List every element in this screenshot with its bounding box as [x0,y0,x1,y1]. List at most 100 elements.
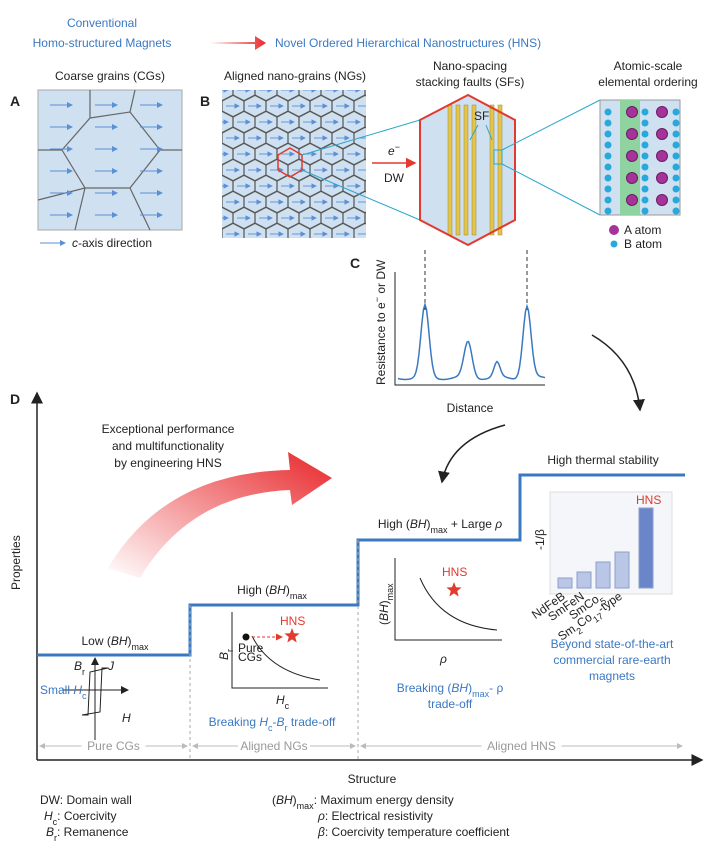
nano-grain [233,239,255,261]
caption-part: - [273,715,277,729]
step-label-part: max [431,525,449,535]
nano-grain [211,239,233,261]
b-atom [641,130,649,138]
glossary-entry: ρ: Electrical resistivity [317,809,433,823]
nano-grain [376,223,398,246]
nano-grain [376,95,398,118]
carrier-label: e− [388,142,400,158]
legend-label-part: c [72,236,78,250]
b-atom [641,108,649,116]
caption: Beyond state-of-the-art [551,637,674,651]
nano-grain [243,222,267,238]
nano-grain [277,239,299,261]
step-label-part: Low ( [81,634,110,648]
panel-title: Nano-spacing [433,59,507,73]
region-label: Aligned HNS [487,739,556,753]
header-left: Homo-structured Magnets [33,36,172,50]
b-atom [604,207,612,215]
bh-rho-axes [394,558,502,641]
beta-bar [595,561,611,589]
stripe [489,104,495,236]
b-atom [604,152,612,160]
inset-label: H [122,711,131,725]
nano-grains [211,90,398,277]
b-atom [672,130,680,138]
step-label: Low (BH)max [81,634,149,652]
glossary-entry-part: β [317,825,325,839]
inset-label-part: max [385,583,395,601]
panel-title: Coarse grains (CGs) [55,69,165,83]
step-label-part: ρ [494,517,502,531]
axis-label-part: − [372,297,382,302]
step-label-part: + Large [448,517,496,531]
nano-grain [321,239,343,261]
nano-grain [331,222,355,238]
caption-part: r [285,723,288,733]
axis-label: Structure [348,772,397,786]
a-atom [626,172,638,184]
carrier-label-part: − [395,142,400,152]
stripe [497,104,503,236]
axis-label: Distance [447,401,494,415]
b-atom [604,108,612,116]
step-label-part: ) [128,634,132,648]
bar-label-part: 17 [591,611,605,625]
inset-label-part: B [74,659,82,673]
inset-label-part: r [82,667,85,677]
grain-boundaries [37,89,182,231]
nano-grain [266,255,288,277]
stacking-faults [447,104,503,236]
nano-grain [353,222,366,238]
b-atom [672,174,680,182]
a-atom [656,106,668,118]
zoom-lines [301,119,421,221]
sf-label: SF [474,109,489,123]
a-atom [626,150,638,162]
step-label-part: ) [286,583,290,597]
legend-label: c-axis direction [72,236,152,250]
header-left: Conventional [67,16,137,30]
b-atom [641,163,649,171]
hns-star [446,582,462,597]
b-atom [672,141,680,149]
panel-label: C [350,255,360,271]
b-atom [641,196,649,204]
panel-label: D [10,391,20,407]
bar-label-part: 5 [598,596,608,607]
caption: commercial rare-earth [553,653,670,667]
inset-label: Br [74,659,85,677]
stripe [447,104,453,236]
slogan: Exceptional performance [102,422,235,436]
hns-label: HNS [636,493,661,507]
hns-star [284,628,300,643]
stripe [471,104,477,236]
inset-label: Hc [276,693,290,711]
inset-label-part: c [82,691,87,701]
glossary-entry-part: B [46,825,54,839]
stripe [455,104,461,236]
inset-label-part: ) [377,600,391,604]
nano-grain [310,255,332,277]
inset-label-part: H [73,683,82,697]
panel-title: Atomic-scale [614,59,683,73]
b-atom [641,141,649,149]
glossary-entry-part: BH [276,793,293,807]
nano-grain [309,222,333,238]
coarse-grain-panel [37,89,183,231]
caption-part: B [277,715,285,729]
axis-label: Resistance to e− or DW [372,259,388,385]
b-atom [604,130,612,138]
slogan: by engineering HNS [114,456,221,470]
panel-label: B [200,93,210,109]
caption-part: Breaking ( [397,681,452,695]
panel-label: A [10,93,20,109]
inset-label: -1/β [533,529,547,550]
caption-part: Breaking [209,715,260,729]
a-atom [656,128,668,140]
glossary-entry-part: ρ [317,809,325,823]
b-atom [672,152,680,160]
step-label: High thermal stability [547,453,658,467]
nano-grain [244,255,266,277]
b-atom [604,174,612,182]
b-atom [604,185,612,193]
